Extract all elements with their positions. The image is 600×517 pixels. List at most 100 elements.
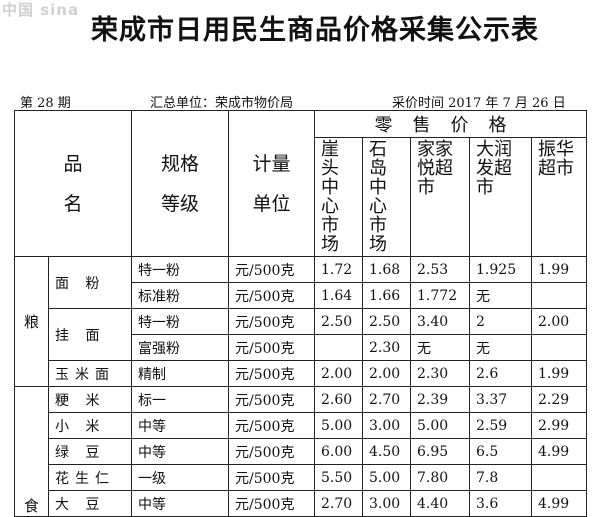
- price-cell: 3.00: [362, 490, 412, 517]
- product-spec: 特一粉: [131, 308, 230, 335]
- table-row: 标准粉 元/500克 1.64 1.66 1.772 无: [15, 282, 588, 309]
- product-spec: 中等: [131, 490, 230, 517]
- header-product: 品 名: [13, 110, 133, 257]
- price-cell: 1.64: [314, 282, 364, 309]
- summary-org: 汇总单位：荣成市物价局: [150, 96, 294, 111]
- price-cell: [531, 334, 588, 361]
- product-name: 花生仁: [47, 464, 133, 491]
- product-name: 绿 豆: [47, 438, 133, 465]
- price-cell: [314, 334, 364, 361]
- table-row: 富强粉 元/500克 2.30 无无: [15, 334, 588, 361]
- product-unit: 元/500克: [228, 256, 316, 283]
- issue-number: 第 28 期: [20, 96, 71, 111]
- category-cell: 食: [14, 386, 49, 517]
- price-cell: [531, 464, 588, 491]
- price-cell: 5.00: [314, 412, 364, 439]
- price-cell: 5.00: [410, 412, 471, 439]
- price-cell: 2.99: [531, 412, 588, 439]
- header-markets-row: 崖头中心市场 石岛中心市场 家家悦超市 大润发超市 振华超市: [15, 137, 588, 257]
- market-header: 家家悦超市: [410, 137, 471, 257]
- page-title: 荣成市日用民生商品价格采集公示表: [91, 15, 539, 46]
- product-name: 粳 米: [47, 386, 133, 413]
- price-cell: [531, 282, 588, 309]
- product-unit: 元/500克: [228, 308, 316, 335]
- header-row: 品 名 规格 等级 计量 单位 零售价格: [13, 110, 588, 257]
- product-unit: 元/500克: [228, 412, 316, 439]
- product-name: 面 粉: [47, 256, 133, 309]
- price-cell: 4.40: [410, 490, 471, 517]
- table-row: 粮面 粉特一粉 元/500克 1.72 1.68 2.53 1.925 1.99: [14, 256, 588, 387]
- price-cell: 2.50: [314, 308, 364, 335]
- product-unit: 元/500克: [228, 334, 316, 361]
- market-header: 大润发超市: [469, 137, 533, 257]
- price-table: 品 名 规格 等级 计量 单位 零售价格 崖头中心市场 石岛中心市场 家家悦超市…: [13, 110, 588, 517]
- product-spec: 中等: [131, 412, 230, 439]
- meta-line: 第 28 期 汇总单位：荣成市物价局 采价时间 2017 年 7 月 26 日: [20, 92, 580, 111]
- price-cell: 1.99: [531, 360, 588, 387]
- market-header: 崖头中心市场: [314, 137, 364, 257]
- product-spec: 中等: [131, 438, 230, 465]
- price-cell: 5.50: [314, 464, 364, 491]
- table-row: 食粳 米标一 元/500克 2.60 2.70 2.39 3.37 2.29: [14, 386, 588, 517]
- price-cell: 2.30: [410, 360, 471, 387]
- table-row: 绿 豆中等 元/500克 6.00 4.50 6.95 6.5 4.99: [15, 438, 588, 465]
- price-cell: 无: [469, 282, 533, 309]
- price-cell: 4.50: [362, 438, 412, 465]
- price-cell: 2.29: [531, 386, 588, 413]
- product-spec: 标一: [131, 386, 230, 413]
- price-cell: 2.00: [362, 360, 412, 387]
- price-cell: 4.99: [531, 438, 588, 465]
- market-header: 振华超市: [531, 137, 588, 257]
- price-cell: 2: [469, 308, 533, 335]
- product-unit: 元/500克: [228, 438, 316, 465]
- price-cell: 1.66: [362, 282, 412, 309]
- table-row: 挂 面特一粉 元/500克 2.50 2.50 3.40 2 2.00: [15, 308, 588, 361]
- product-spec: 标准粉: [131, 282, 230, 309]
- product-spec: 一级: [131, 464, 230, 491]
- product-name: 小 米: [47, 412, 133, 439]
- table-row: 大 豆中等 元/500克 2.70 3.00 4.40 3.6 4.99: [15, 490, 588, 517]
- header-retail-price: 零售价格: [314, 110, 588, 138]
- price-cell: 无: [469, 334, 533, 361]
- price-cell: 2.70: [362, 386, 412, 413]
- price-cell: 7.80: [410, 464, 471, 491]
- table-row: 小 米中等 元/500克 5.00 3.00 5.00 2.59 2.99: [15, 412, 588, 439]
- price-cell: 2.50: [362, 308, 412, 335]
- price-cell: 3.6: [469, 490, 533, 517]
- product-unit: 元/500克: [228, 282, 316, 309]
- price-cell: 2.53: [410, 256, 471, 283]
- price-cell: 5.00: [362, 464, 412, 491]
- product-unit: 元/500克: [228, 490, 316, 517]
- price-cell: 4.99: [531, 490, 588, 517]
- price-cell: 6.5: [469, 438, 533, 465]
- price-cell: 3.37: [469, 386, 533, 413]
- product-unit: 元/500克: [228, 464, 316, 491]
- price-cell: 1.68: [362, 256, 412, 283]
- product-unit: 元/500克: [228, 386, 316, 413]
- price-cell: 1.72: [314, 256, 364, 283]
- product-name: 挂 面: [47, 308, 133, 361]
- price-cell: 2.60: [314, 386, 364, 413]
- table-row: 玉米面 精制 元/500克 2.00 2.00 2.30 2.6 1.99: [15, 360, 588, 387]
- price-cell: 2.6: [469, 360, 533, 387]
- price-cell: 6.95: [410, 438, 471, 465]
- header-spec: 规格 等级: [131, 110, 230, 257]
- price-cell: 1.99: [531, 256, 588, 283]
- product-name: 玉米面: [47, 360, 133, 387]
- product-spec: 精制: [131, 360, 230, 387]
- product-unit: 元/500克: [228, 360, 316, 387]
- product-spec: 富强粉: [131, 334, 230, 361]
- price-cell: 2.70: [314, 490, 364, 517]
- collection-date: 采价时间 2017 年 7 月 26 日: [392, 96, 566, 111]
- price-cell: 2.00: [531, 308, 588, 335]
- product-name: 大 豆: [47, 490, 133, 517]
- price-cell: 3.00: [362, 412, 412, 439]
- category-cell: 粮: [14, 256, 49, 387]
- price-cell: 2.39: [410, 386, 471, 413]
- price-cell: 1.925: [469, 256, 533, 283]
- price-cell: 3.40: [410, 308, 471, 335]
- price-cell: 1.772: [410, 282, 471, 309]
- market-header: 石岛中心市场: [362, 137, 412, 257]
- price-cell: 2.30: [362, 334, 412, 361]
- table-row: 花生仁 一级 元/500克 5.50 5.00 7.80 7.8: [15, 464, 588, 491]
